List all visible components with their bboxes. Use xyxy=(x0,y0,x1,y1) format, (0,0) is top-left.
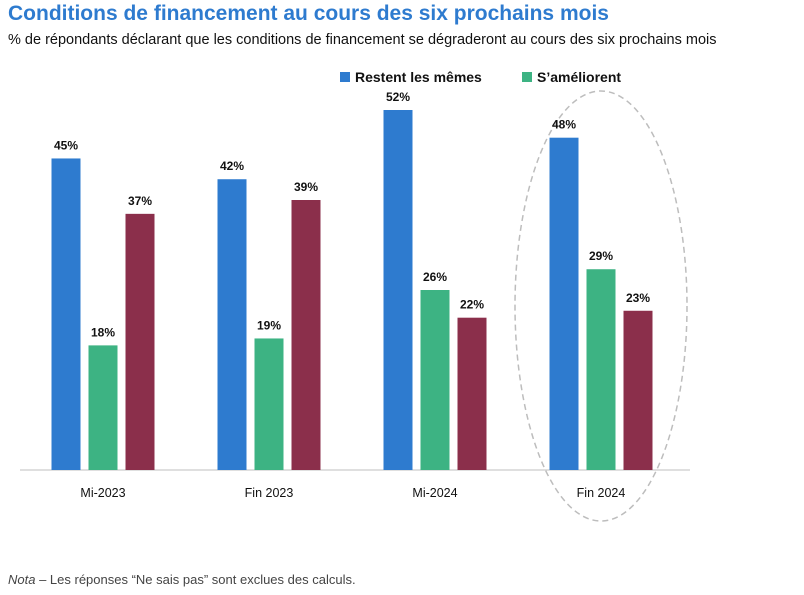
data-label: 39% xyxy=(294,180,318,194)
chart-subtitle: % de répondants déclarant que les condit… xyxy=(8,32,717,48)
data-label: 37% xyxy=(128,194,152,208)
data-label: 18% xyxy=(91,325,115,339)
chart-title: Conditions de financement au cours des s… xyxy=(8,2,609,25)
footnote: Nota – Les réponses “Ne sais pas” sont e… xyxy=(8,572,356,587)
data-label: 19% xyxy=(257,318,281,332)
bar-2-mi-2023 xyxy=(88,345,118,470)
bar-1-fin-2023 xyxy=(217,179,247,470)
bar-1-mi-2023 xyxy=(51,158,81,470)
bar-2-fin-2024 xyxy=(586,269,616,470)
bar-3-mi-2024 xyxy=(457,317,487,470)
data-label: 48% xyxy=(552,118,576,132)
data-label: 26% xyxy=(423,270,447,284)
data-label: 29% xyxy=(589,249,613,263)
category-label: Fin 2023 xyxy=(245,486,294,500)
legend-swatch xyxy=(522,72,532,82)
bar-3-mi-2023 xyxy=(125,213,155,470)
bar-3-fin-2023 xyxy=(291,200,321,470)
bar-chart: 45% 18% 37% Mi-2023 42% 19% 39% Fin 2023 52% 26% 2… xyxy=(20,69,690,522)
category-label: Mi-2024 xyxy=(412,486,457,500)
data-label: 23% xyxy=(626,291,650,305)
legend-swatch xyxy=(340,72,350,82)
bar-2-mi-2024 xyxy=(420,290,450,470)
data-label: 45% xyxy=(54,138,78,152)
bar-2-fin-2023 xyxy=(254,338,284,470)
data-label: 42% xyxy=(220,159,244,173)
bar-3-fin-2024 xyxy=(623,310,653,470)
footnote-text: – Les réponses “Ne sais pas” sont exclue… xyxy=(35,572,356,587)
footnote-prefix: Nota xyxy=(8,572,36,587)
category-label: Mi-2023 xyxy=(80,486,125,500)
category-label: Fin 2024 xyxy=(577,486,626,500)
legend-label: Restent les mêmes xyxy=(355,69,482,85)
bar-1-fin-2024 xyxy=(549,137,579,470)
highlight-ellipse xyxy=(514,90,688,522)
bar-1-mi-2024 xyxy=(383,110,413,470)
data-label: 22% xyxy=(460,298,484,312)
legend-label: S’améliorent xyxy=(537,69,621,85)
data-label: 52% xyxy=(386,90,410,104)
